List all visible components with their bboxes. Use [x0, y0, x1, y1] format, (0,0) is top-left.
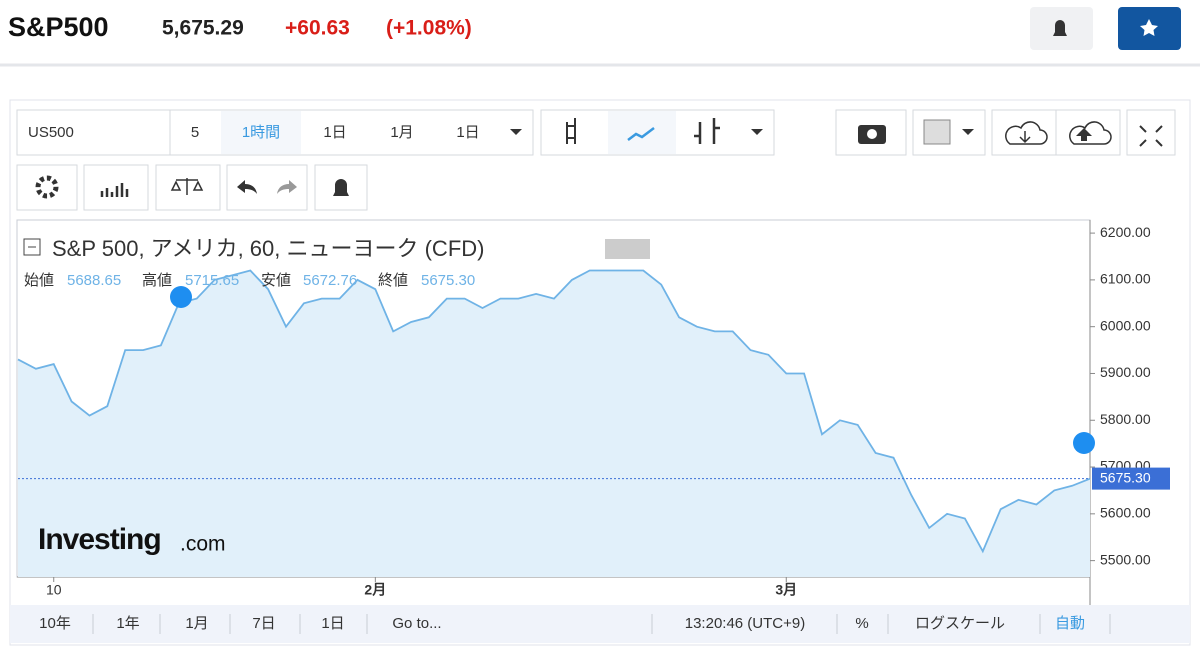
- line-icon: [627, 127, 655, 141]
- chart-title: S&P 500, アメリカ, 60, ニューヨーク (CFD): [52, 236, 484, 261]
- change: +60.63: [285, 17, 350, 40]
- auto-label: 自動: [1055, 615, 1085, 632]
- ohlc-value: 5715.65: [185, 272, 239, 289]
- range-label: 7日: [252, 615, 275, 632]
- candle-icon: [566, 118, 576, 144]
- ohlc-value: 5672.76: [303, 272, 357, 289]
- settings-button[interactable]: [16, 164, 78, 211]
- ohlc-value: 5675.30: [421, 272, 475, 289]
- y-tick-label: 6200.00: [1100, 224, 1151, 240]
- interval-label: 1時間: [242, 124, 280, 141]
- goto-label: Go to...: [392, 615, 441, 632]
- undo-icon: [237, 180, 257, 194]
- symbol-input[interactable]: [16, 109, 171, 156]
- ohlc-value: 5688.65: [67, 272, 121, 289]
- star-icon: [1140, 19, 1158, 36]
- compare-button[interactable]: [155, 164, 221, 211]
- compare-icon: [170, 178, 204, 195]
- event-marker: [170, 286, 192, 308]
- camera-lens: [867, 129, 877, 139]
- range-label: 1年: [116, 615, 139, 632]
- watermark-suffix: .com: [180, 533, 226, 556]
- change-pct: (+1.08%): [386, 17, 472, 40]
- upload-arrow: [1076, 128, 1092, 141]
- download-icon: [1005, 121, 1048, 145]
- range-label: 10年: [39, 615, 71, 632]
- symbol: S&P500: [8, 12, 109, 42]
- ohlc-name: 安値: [261, 272, 291, 289]
- fullscreen-icon: [1139, 125, 1163, 147]
- y-tick-label: 6000.00: [1100, 317, 1151, 333]
- y-tick-label: 5600.00: [1100, 505, 1151, 521]
- time-label: 13:20:46 (UTC+9): [685, 615, 805, 632]
- legend-tools: [605, 239, 650, 259]
- dropdown-icon: [510, 129, 522, 135]
- x-tick-label: 2月: [364, 582, 386, 598]
- fullscreen-button[interactable]: [1126, 109, 1176, 156]
- dropdown-icon: [962, 129, 974, 135]
- interval-labels: 5 1時間 1日 1月 1日: [191, 124, 480, 141]
- y-tick-label: 6100.00: [1100, 271, 1151, 287]
- log-label: ログスケール: [915, 615, 1005, 632]
- bottom-labels: 10年 1年 1月 7日 1日 Go to... 13:20:46 (UTC+9)% ログスケ…: [39, 614, 1111, 634]
- ohlc-name: 始値: [24, 272, 54, 289]
- ohlc-name: 終値: [378, 272, 408, 289]
- price: 5,675.29: [162, 17, 244, 40]
- y-tick-label: 5900.00: [1100, 364, 1151, 380]
- redo-icon: [277, 180, 297, 194]
- symbol-text: US500: [28, 124, 74, 141]
- gear-icon: [35, 175, 59, 199]
- bottom-bar: [10, 605, 1190, 643]
- interval-label: 1日: [323, 124, 346, 141]
- chart: 5500.005600.005700.005800.005900.006000.…: [17, 224, 1170, 598]
- color-swatch: [923, 119, 951, 145]
- percent-label: %: [855, 615, 868, 632]
- last-price-label: 5675.30: [1100, 469, 1151, 485]
- x-tick-label: 10: [46, 582, 62, 598]
- event-marker: [1073, 432, 1095, 454]
- indicators-icon: [100, 183, 129, 197]
- bell-icon: [1053, 20, 1067, 36]
- upload-icon: [1069, 121, 1112, 145]
- price-line: [17, 269, 1091, 554]
- y-tick-label: 5500.00: [1100, 551, 1151, 567]
- bar-icon: [694, 118, 720, 144]
- y-tick-label: 5800.00: [1100, 411, 1151, 427]
- last-price-box: [1092, 467, 1170, 490]
- watermark: Investing: [38, 523, 161, 556]
- dropdown-icon: [751, 129, 763, 135]
- bell-icon: [333, 179, 349, 196]
- interval-active: [221, 111, 301, 154]
- range-label: 1日: [321, 615, 344, 632]
- interval-label: 1日: [456, 124, 479, 141]
- header: [0, 0, 1200, 64]
- download-button[interactable]: [991, 109, 1057, 156]
- x-tick-label: 3月: [775, 582, 797, 598]
- range-label: 1月: [185, 615, 208, 632]
- ohlc-name: 高値: [142, 272, 172, 289]
- style-active: [608, 111, 676, 154]
- interval-label: 5: [191, 124, 199, 141]
- interval-label: 1月: [390, 124, 413, 141]
- area: [18, 270, 1090, 577]
